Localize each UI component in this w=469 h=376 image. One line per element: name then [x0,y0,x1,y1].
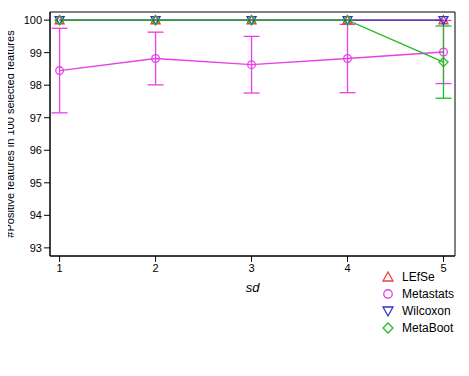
svg-text:98: 98 [30,79,42,91]
html-text:LEfSe: LEfSe [402,269,435,284]
svg-text:2: 2 [153,262,159,274]
svg-text:#Positive features in 100 sele: #Positive features in 100 selected featu… [8,30,16,238]
svg-text:95: 95 [30,177,42,189]
html-text:Metastats: Metastats [402,286,454,301]
html-text:Wilcoxon: Wilcoxon [402,303,451,318]
svg-text:96: 96 [30,144,42,156]
svg-text:94: 94 [30,209,42,221]
svg-text:sd: sd [246,280,261,295]
svg-text:1: 1 [57,262,63,274]
svg-text:5: 5 [440,262,446,274]
svg-text:3: 3 [248,262,254,274]
svg-text:97: 97 [30,112,42,124]
svg-text:93: 93 [30,242,42,254]
svg-text:4: 4 [344,262,350,274]
html-text:MetaBoot: MetaBoot [402,320,454,335]
svg-text:99: 99 [30,47,42,59]
svg-text:100: 100 [24,14,42,26]
